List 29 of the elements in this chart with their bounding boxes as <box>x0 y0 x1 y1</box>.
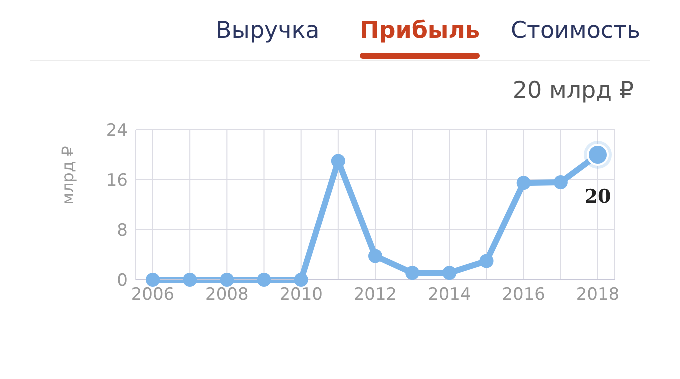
x-tick-label: 2006 <box>131 285 175 306</box>
text: Выручка <box>216 18 320 44</box>
y-axis-title: млрд ₽ <box>58 146 78 205</box>
x-tick-label: 2008 <box>206 285 249 306</box>
data-label: 20 <box>584 186 612 208</box>
point <box>516 176 531 190</box>
text: Стоимость <box>511 18 640 44</box>
x-tick-label: 2018 <box>576 285 620 306</box>
point <box>480 254 494 268</box>
point <box>368 249 382 264</box>
x-tick-label: 2014 <box>428 285 472 306</box>
point <box>442 266 457 280</box>
point <box>406 266 420 280</box>
chart-subtitle: 20 млрд ₽ <box>512 78 634 104</box>
point <box>146 273 160 287</box>
y-tick-label: 8 <box>117 221 128 242</box>
y-tick-label: 24 <box>106 121 128 142</box>
point <box>257 273 272 287</box>
point <box>554 176 568 190</box>
y-tick-label: 0 <box>117 271 128 292</box>
point <box>331 154 346 168</box>
point <box>220 273 234 287</box>
y-tick-label: 16 <box>106 171 128 192</box>
point <box>294 273 308 287</box>
x-tick-label: 2012 <box>354 285 398 306</box>
chart-title: Прибыль <box>360 18 480 46</box>
x-tick-label: 2016 <box>502 285 546 306</box>
point <box>183 273 198 287</box>
x-tick-label: 2010 <box>280 285 323 306</box>
